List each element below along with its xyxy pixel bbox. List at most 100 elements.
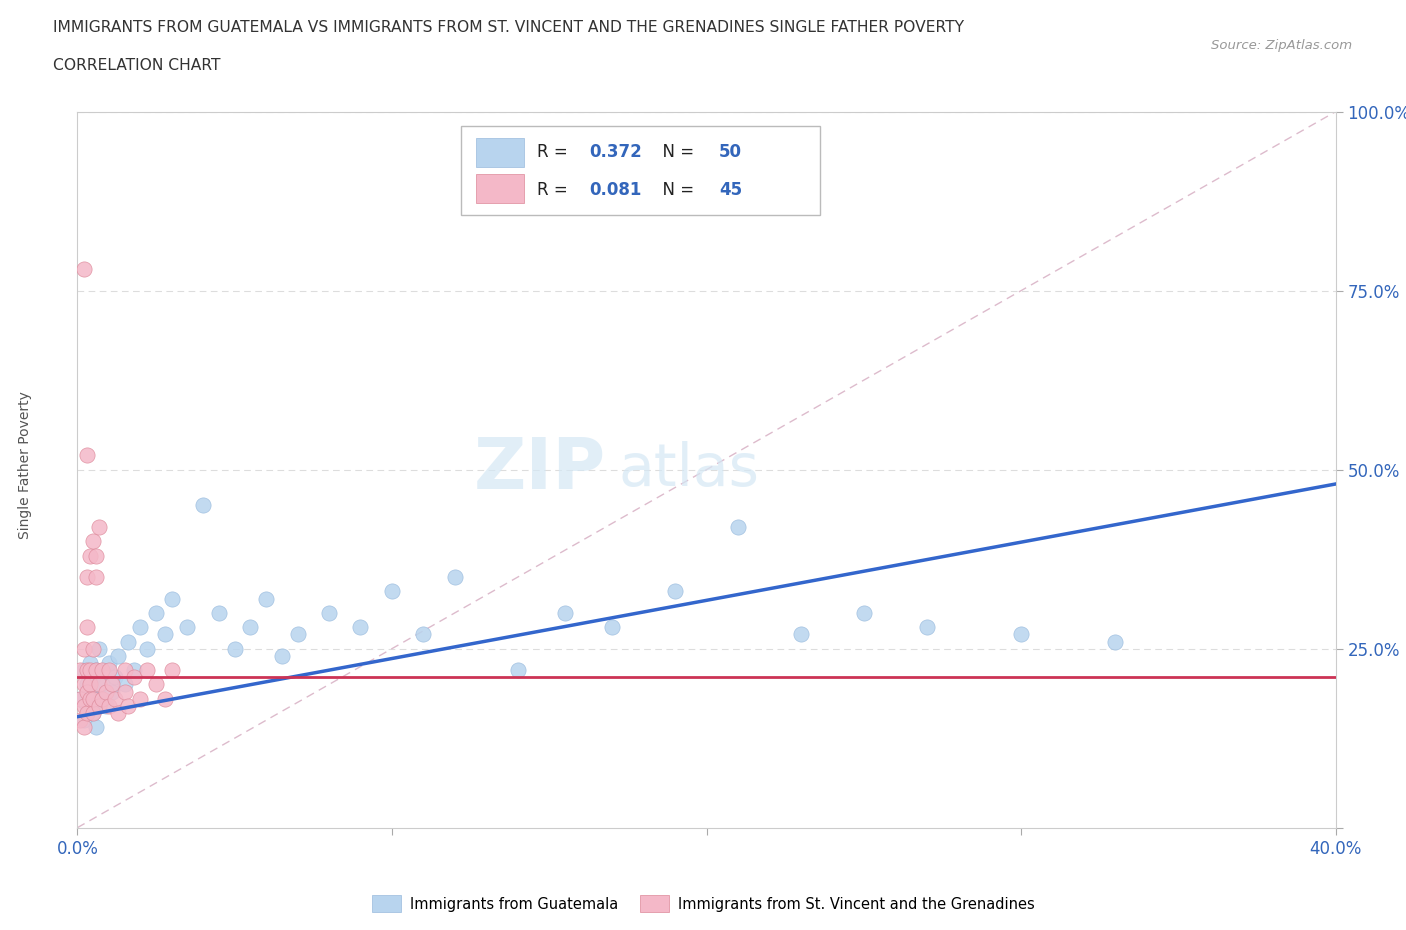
Point (84, 663, 107, 678)
Text: Source: ZipAtlas.com: Source: ZipAtlas.com (1212, 39, 1353, 52)
Point (444, 569, 467, 585)
Point (1010, 627, 1032, 642)
Point (117, 634, 139, 649)
Point (349, 619, 371, 634)
Point (69, 691, 91, 706)
Point (208, 605, 231, 620)
Point (135, 663, 157, 678)
Point (79, 663, 101, 678)
Text: IMMIGRANTS FROM GUATEMALA VS IMMIGRANTS FROM ST. VINCENT AND THE GRENADINES SING: IMMIGRANTS FROM GUATEMALA VS IMMIGRANTS … (53, 20, 965, 35)
Point (89, 677, 111, 692)
Point (79, 684, 101, 699)
Point (91, 691, 114, 706)
Point (107, 648, 129, 663)
Point (160, 591, 183, 606)
Point (76, 569, 98, 585)
Point (122, 663, 145, 678)
Point (82, 706, 104, 721)
Point (76, 698, 98, 713)
Point (89, 698, 111, 713)
Text: 0.372: 0.372 (589, 143, 643, 162)
Point (79, 677, 101, 692)
Point (129, 691, 152, 706)
Point (101, 684, 124, 699)
Point (82, 534, 104, 549)
Text: Single Father Poverty: Single Father Poverty (18, 391, 32, 539)
Point (318, 605, 340, 620)
Point (104, 691, 127, 706)
Point (89, 642, 111, 657)
Point (122, 670, 145, 684)
Point (727, 520, 749, 535)
Point (84, 548, 107, 563)
Point (91, 663, 114, 678)
Text: atlas: atlas (619, 441, 759, 498)
Point (554, 605, 576, 620)
Point (176, 619, 198, 634)
Point (76, 684, 98, 699)
Point (114, 663, 136, 678)
Point (117, 698, 139, 713)
Point (69, 712, 91, 727)
Point (76, 448, 98, 463)
FancyBboxPatch shape (477, 138, 524, 166)
Point (107, 706, 129, 721)
Point (191, 498, 215, 513)
Point (79, 656, 101, 671)
Point (664, 584, 686, 599)
Text: N =: N = (652, 180, 700, 199)
Point (114, 684, 136, 699)
Point (79, 548, 101, 563)
Point (76, 677, 98, 692)
Point (72, 698, 94, 713)
Text: R =: R = (537, 180, 572, 199)
Point (72, 712, 94, 727)
Point (84, 720, 107, 735)
Point (82, 670, 104, 684)
Point (72, 677, 94, 692)
Point (89, 691, 111, 706)
Point (84, 569, 107, 585)
Point (76, 706, 98, 721)
Point (89, 520, 111, 535)
Point (76, 619, 98, 634)
Point (97, 656, 120, 671)
Point (94, 684, 117, 699)
Point (270, 648, 292, 663)
Text: CORRELATION CHART: CORRELATION CHART (53, 58, 221, 73)
Point (287, 627, 309, 642)
Point (129, 619, 152, 634)
Point (155, 691, 177, 706)
Point (135, 642, 157, 657)
Point (155, 627, 177, 642)
Point (101, 677, 124, 692)
Point (915, 619, 938, 634)
Point (97, 663, 120, 678)
Text: N =: N = (652, 143, 700, 162)
Point (82, 706, 104, 721)
Text: 45: 45 (718, 180, 742, 199)
Text: 0.081: 0.081 (589, 180, 643, 199)
Point (104, 670, 127, 684)
Point (69, 691, 91, 706)
Point (91, 677, 114, 692)
Point (145, 605, 167, 620)
Point (224, 642, 246, 657)
Text: 50: 50 (718, 143, 742, 162)
Point (145, 677, 167, 692)
Point (600, 619, 623, 634)
Point (82, 642, 104, 657)
Point (72, 261, 94, 276)
Point (506, 663, 529, 678)
FancyBboxPatch shape (461, 126, 820, 216)
Point (381, 584, 404, 599)
Point (72, 642, 94, 657)
Legend: Immigrants from Guatemala, Immigrants from St. Vincent and the Grenadines: Immigrants from Guatemala, Immigrants fr… (366, 890, 1040, 918)
Point (114, 677, 136, 692)
Point (79, 691, 101, 706)
Text: R =: R = (537, 143, 572, 162)
Point (239, 619, 262, 634)
Point (72, 663, 94, 678)
Point (790, 627, 813, 642)
Point (412, 627, 434, 642)
